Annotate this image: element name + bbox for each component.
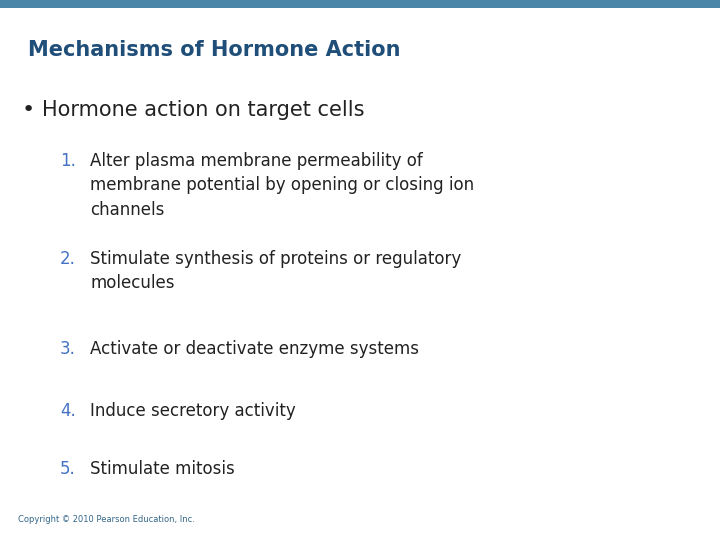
Text: Alter plasma membrane permeability of
membrane potential by opening or closing i: Alter plasma membrane permeability of me…	[90, 152, 474, 219]
Text: Hormone action on target cells: Hormone action on target cells	[42, 100, 364, 120]
Text: Stimulate mitosis: Stimulate mitosis	[90, 460, 235, 478]
Text: Mechanisms of Hormone Action: Mechanisms of Hormone Action	[28, 40, 400, 60]
Text: Activate or deactivate enzyme systems: Activate or deactivate enzyme systems	[90, 340, 419, 358]
Text: Induce secretory activity: Induce secretory activity	[90, 402, 296, 420]
Text: Copyright © 2010 Pearson Education, Inc.: Copyright © 2010 Pearson Education, Inc.	[18, 515, 195, 524]
Text: 2.: 2.	[60, 250, 76, 268]
Text: •: •	[22, 100, 35, 120]
Bar	[0, 0, 720, 8]
Text: 1.: 1.	[60, 152, 76, 170]
Text: 3.: 3.	[60, 340, 76, 358]
Text: 5.: 5.	[60, 460, 76, 478]
Text: 4.: 4.	[60, 402, 76, 420]
Text: Stimulate synthesis of proteins or regulatory
molecules: Stimulate synthesis of proteins or regul…	[90, 250, 462, 292]
